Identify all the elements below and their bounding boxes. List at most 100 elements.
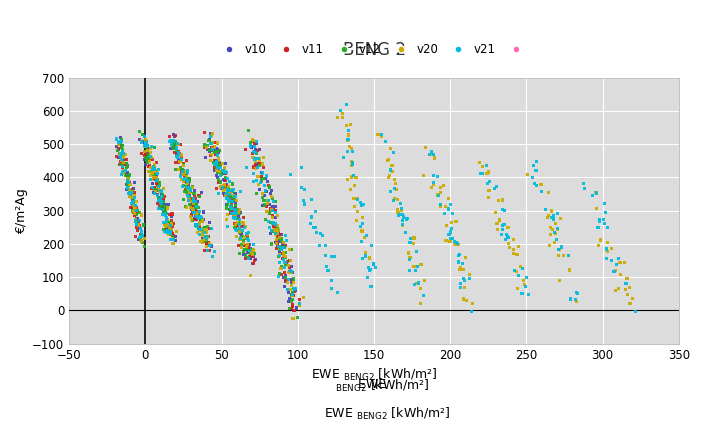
Point (235, 241, 247, 248)
Point (249, 143, 260, 150)
Point (122, 178, 133, 185)
Point (193, 193, 204, 199)
Point (337, 110, 348, 117)
Point (209, 157, 221, 164)
Point (200, 233, 211, 240)
Point (269, 226, 280, 233)
Point (206, 140, 217, 147)
Point (169, 141, 180, 148)
Point (133, 222, 145, 229)
Point (219, 177, 230, 184)
Point (142, 146, 153, 153)
Point (499, 207, 510, 214)
Point (274, 252, 285, 259)
Point (229, 211, 240, 218)
Point (357, 220, 368, 227)
Point (216, 167, 228, 174)
Point (384, 188, 396, 195)
Point (274, 243, 285, 250)
Point (224, 191, 235, 198)
Point (166, 210, 178, 217)
Point (455, 284, 466, 291)
Point (125, 188, 136, 195)
Point (272, 230, 283, 237)
Point (112, 147, 123, 154)
Point (428, 181, 439, 188)
Point (266, 214, 278, 221)
Point (455, 280, 466, 287)
Point (444, 238, 455, 245)
Point (502, 233, 513, 239)
Point (256, 178, 267, 184)
Point (137, 232, 148, 239)
Point (255, 179, 266, 186)
Point (165, 222, 176, 229)
Point (452, 240, 463, 247)
Point (213, 164, 224, 171)
Point (226, 201, 238, 208)
Point (268, 198, 279, 205)
Point (153, 187, 164, 193)
Point (118, 159, 129, 166)
Point (492, 226, 503, 233)
Point (204, 149, 215, 155)
Point (497, 226, 508, 233)
Point (201, 230, 212, 236)
Point (185, 196, 197, 202)
Point (247, 150, 258, 157)
Point (215, 172, 226, 179)
Point (210, 151, 221, 158)
Point (271, 240, 283, 247)
Point (280, 242, 291, 249)
Point (362, 274, 373, 281)
Point (140, 139, 152, 146)
Point (309, 208, 321, 215)
Point (214, 147, 225, 154)
Point (164, 211, 176, 218)
Point (130, 224, 142, 230)
Point (207, 147, 219, 153)
Point (137, 222, 149, 228)
Point (415, 261, 427, 268)
Point (235, 234, 246, 241)
Point (427, 172, 439, 179)
Point (172, 141, 183, 148)
Point (267, 203, 278, 210)
Point (551, 225, 563, 232)
Point (517, 277, 529, 284)
Point (142, 159, 153, 166)
Point (132, 227, 143, 234)
Point (149, 161, 160, 168)
Point (257, 202, 269, 209)
Point (591, 205, 603, 212)
Point (298, 197, 309, 204)
Point (185, 188, 196, 195)
Point (243, 229, 255, 236)
Point (234, 227, 245, 234)
Point (254, 155, 265, 162)
Point (242, 235, 253, 242)
Point (129, 179, 140, 186)
Point (397, 222, 408, 228)
Point (145, 158, 156, 165)
Point (347, 160, 358, 167)
Point (343, 136, 354, 143)
Point (141, 152, 152, 159)
Point (117, 151, 128, 158)
Point (183, 196, 194, 203)
Point (286, 291, 298, 298)
Point (458, 266, 470, 273)
Point (233, 215, 244, 222)
Point (147, 155, 159, 162)
Point (158, 198, 169, 205)
Point (120, 173, 131, 179)
Point (242, 231, 253, 238)
Point (158, 207, 169, 213)
Point (238, 251, 250, 258)
Point (411, 248, 422, 255)
Point (454, 251, 465, 258)
Point (530, 167, 541, 174)
Point (173, 148, 185, 155)
Point (264, 210, 276, 216)
Point (278, 274, 290, 281)
